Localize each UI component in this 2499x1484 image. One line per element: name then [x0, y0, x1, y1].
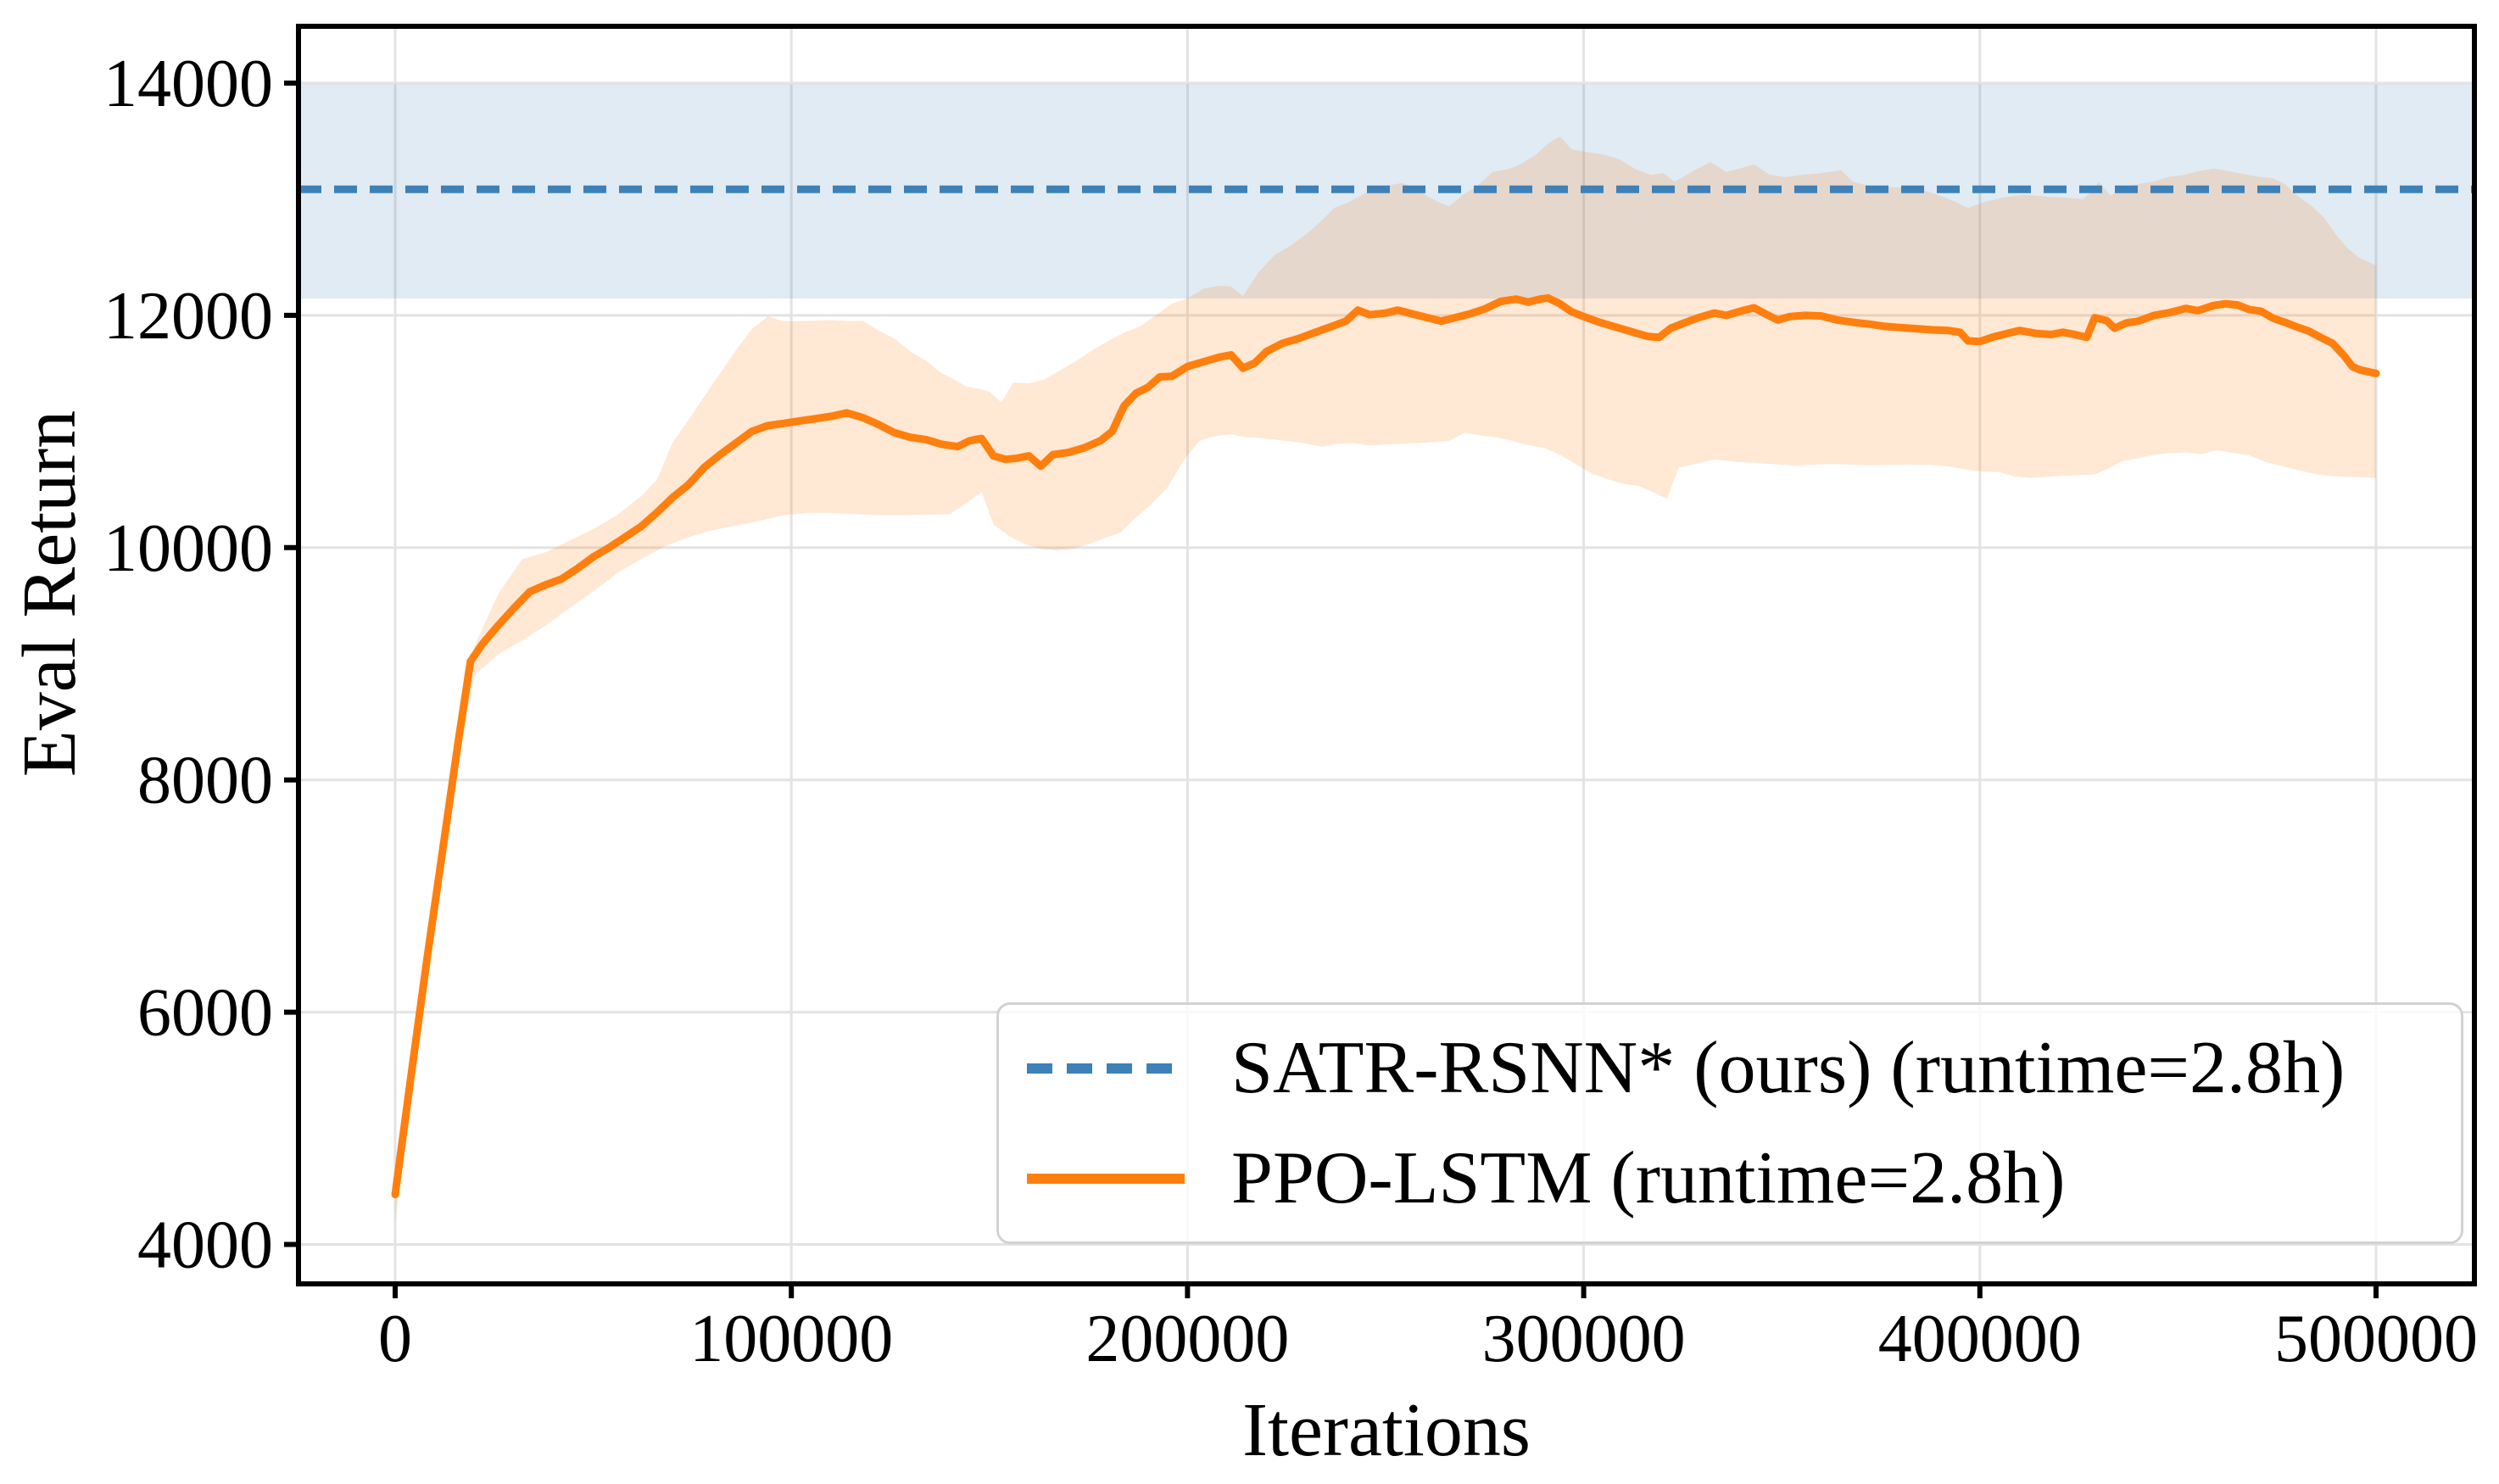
plot-artists — [298, 84, 2474, 1222]
x-tick-label: 100000 — [689, 1302, 893, 1376]
y-tick-label: 4000 — [137, 1208, 273, 1283]
legend-item-satr-rsnn: SATR-RSNN* (ours) (runtime=2.8h) — [1024, 1026, 2461, 1111]
x-tick-label: 300000 — [1482, 1302, 1686, 1376]
y-tick-label: 14000 — [103, 47, 273, 121]
x-tick-label: 0 — [378, 1302, 412, 1376]
legend-label-satr-rsnn: SATR-RSNN* (ours) (runtime=2.8h) — [1231, 1026, 2346, 1109]
gridlines — [298, 26, 2474, 1284]
ticks: 0 100000 200000 300000 400000 500000 4000 6000 8… — [103, 47, 2478, 1376]
legend: SATR-RSNN* (ours) (runtime=2.8h) PPO-LST… — [996, 1002, 2463, 1244]
x-axis-label: Iterations — [1242, 1388, 1531, 1472]
legend-label-ppo-lstm: PPO-LSTM (runtime=2.8h) — [1231, 1136, 2066, 1219]
legend-item-ppo-lstm: PPO-LSTM (runtime=2.8h) — [1024, 1136, 2461, 1221]
y-tick-label: 12000 — [103, 279, 273, 354]
x-tick-label: 200000 — [1085, 1302, 1289, 1376]
axes-spines — [296, 24, 2477, 1286]
ppo-lstm-band — [395, 137, 2376, 1222]
x-tick-label: 500000 — [2274, 1302, 2478, 1376]
y-tick-label: 6000 — [137, 976, 273, 1051]
ppo-lstm-line — [391, 293, 2380, 1199]
y-tick-label: 10000 — [103, 511, 273, 586]
y-tick-label: 8000 — [137, 744, 273, 818]
x-tick-label: 400000 — [1878, 1302, 2082, 1376]
y-axis-label: Eval Return — [8, 410, 92, 777]
legend-solid-line-icon — [1027, 1173, 1185, 1184]
legend-dashed-line-icon — [1027, 1063, 1185, 1074]
